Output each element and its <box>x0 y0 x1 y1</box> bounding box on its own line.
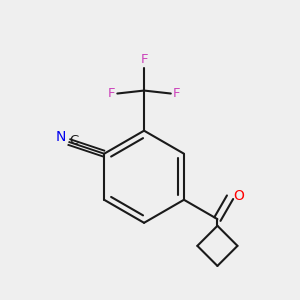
Text: F: F <box>107 87 115 100</box>
Text: C: C <box>69 134 79 147</box>
Text: F: F <box>140 53 148 66</box>
Text: F: F <box>173 87 181 100</box>
Text: O: O <box>233 189 244 203</box>
Text: N: N <box>56 130 66 144</box>
